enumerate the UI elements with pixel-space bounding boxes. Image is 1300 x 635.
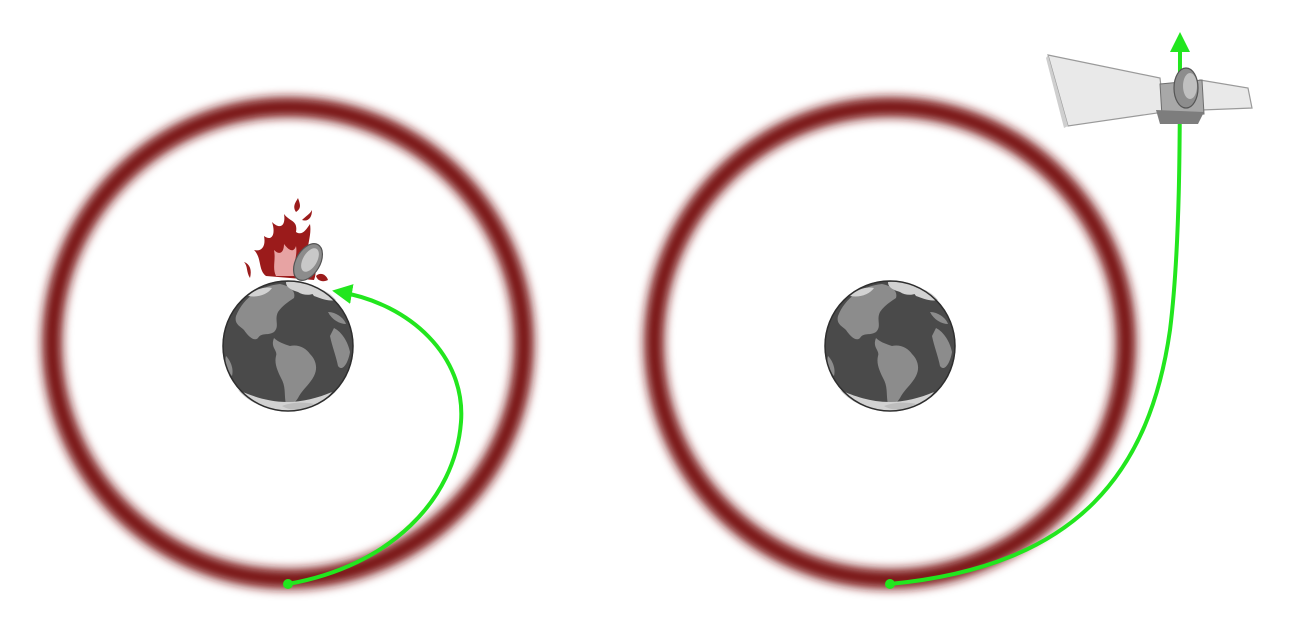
burning-satellite-icon (244, 198, 328, 282)
reentry-trajectory (286, 284, 464, 586)
left-panel (42, 97, 534, 589)
right-panel (644, 32, 1253, 589)
earth-icon (824, 280, 956, 412)
launch-point-right (885, 579, 895, 589)
launch-point-left (283, 579, 293, 589)
earth-icon (222, 280, 354, 412)
escape-trajectory (888, 32, 1190, 586)
satellite-icon (1046, 54, 1253, 128)
